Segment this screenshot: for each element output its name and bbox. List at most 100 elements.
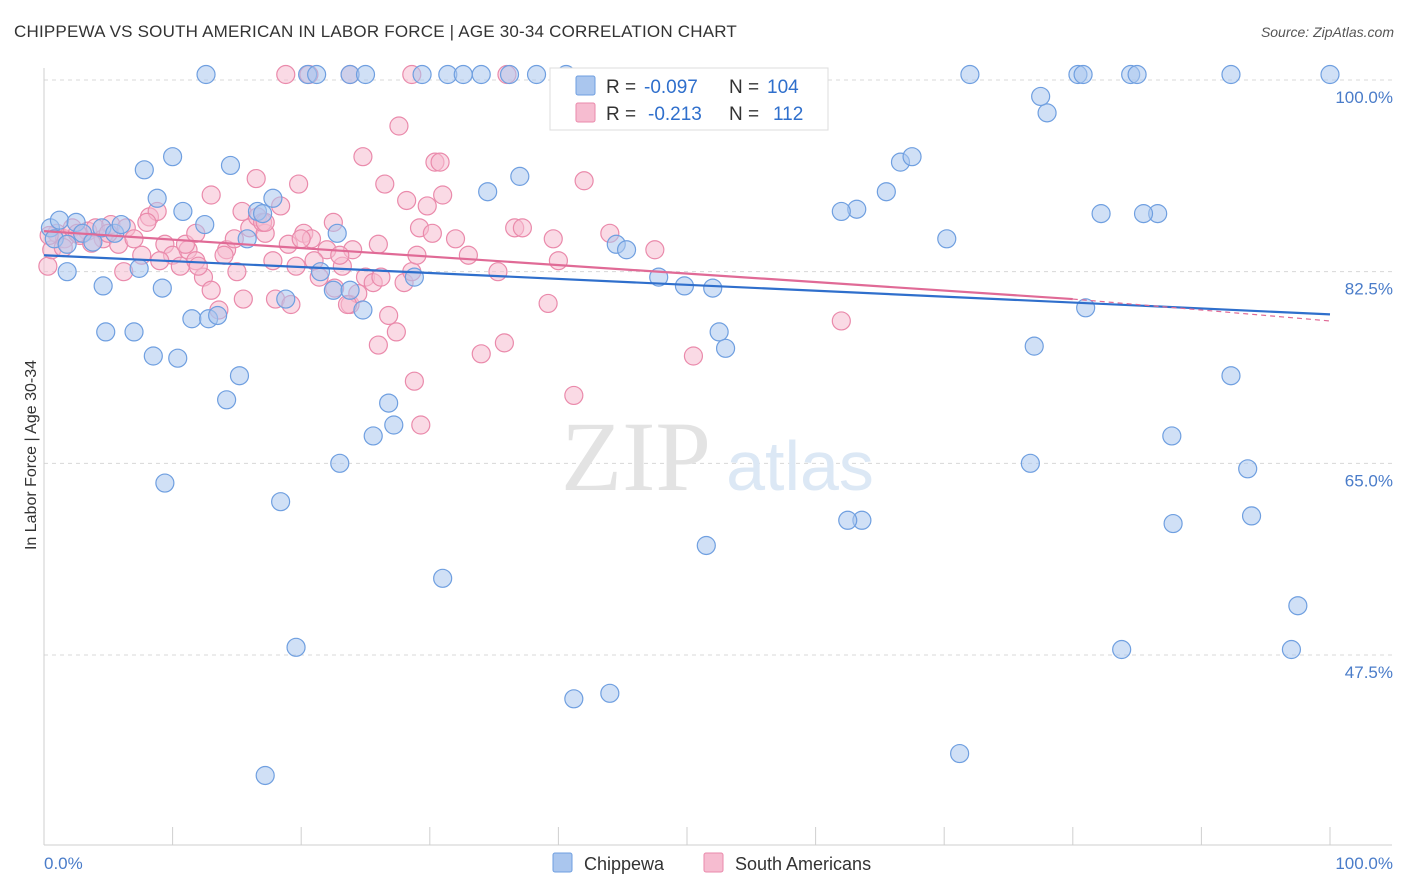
- chippewa-point-82: [1281, 639, 1302, 660]
- chippewa-point-68: [1031, 86, 1051, 107]
- chippewa-point-58: [715, 338, 736, 358]
- chippewa-point-79: [1238, 459, 1258, 479]
- chippewa-point-35: [323, 280, 343, 300]
- chippewa-point-14: [96, 322, 116, 342]
- south-americans-point-106: [512, 218, 532, 238]
- south-americans-point-83: [543, 229, 563, 249]
- chippewa-point-15: [124, 322, 144, 342]
- chippewa-point-38: [353, 300, 373, 320]
- top-legend-box: [549, 67, 829, 131]
- south-americans-point-81: [494, 333, 514, 353]
- south-americans-point-87: [574, 171, 594, 191]
- south-americans-point-56: [227, 262, 247, 282]
- chippewa-point-101: [1221, 64, 1241, 85]
- legend-r-label-1: R =: [606, 77, 636, 98]
- chippewa-point-76: [1162, 426, 1182, 446]
- chippewa-point-24: [147, 188, 167, 208]
- south-americans-point-78: [430, 152, 450, 172]
- chippewa-point-49: [564, 689, 584, 709]
- south-americans-point-89: [683, 346, 704, 366]
- south-americans-point-88: [645, 240, 665, 260]
- south-americans-point-50: [417, 196, 437, 216]
- south-americans-point-46: [386, 322, 406, 342]
- chippewa-point-6: [83, 232, 103, 252]
- chippewa-point-67: [1037, 103, 1057, 123]
- chippewa-point-65: [902, 147, 922, 167]
- chippewa-point-39: [330, 453, 350, 473]
- south-americans-point-55: [188, 256, 208, 276]
- chippewa-point-37: [327, 223, 347, 243]
- chippewa-point-1: [49, 210, 70, 230]
- chippewa-point-95: [499, 64, 520, 85]
- chippewa-point-88: [307, 64, 327, 85]
- chippewa-point-17: [168, 348, 188, 368]
- chippewa-point-20: [208, 305, 228, 326]
- chippewa-point-73: [1112, 639, 1132, 660]
- x-tick-labels: 0.0% 100.0%: [44, 854, 1393, 873]
- chippewa-point-9: [111, 214, 131, 235]
- watermark-atlas: atlas: [726, 427, 874, 505]
- chippewa-point-53: [616, 240, 637, 260]
- chippewa-point-42: [384, 415, 404, 435]
- south-americans-point-82: [471, 344, 491, 364]
- y-tick-label-1: 65.0%: [1345, 471, 1393, 490]
- south-americans-trend-line: [43, 230, 1073, 301]
- y-axis-label: In Labor Force | Age 30-34: [23, 360, 40, 550]
- chart-title: CHIPPEWA VS SOUTH AMERICAN IN LABOR FORC…: [14, 22, 738, 41]
- chippewa-point-22: [229, 366, 250, 386]
- chippewa-point-23: [134, 160, 154, 180]
- chippewa-point-78: [1221, 366, 1241, 386]
- south-americans-point-65: [291, 229, 311, 249]
- y-tick-label-0: 47.5%: [1345, 663, 1393, 682]
- legend-n-label-2: N =: [729, 104, 759, 125]
- chippewa-point-44: [433, 568, 453, 588]
- legend-swatch-chippewa: [575, 75, 596, 96]
- south-americans-point-22: [201, 280, 221, 300]
- south-americans-trend-extension: [1072, 298, 1331, 322]
- chippewa-point-59: [696, 535, 716, 556]
- chippewa-point-28: [220, 155, 241, 176]
- chippewa-point-102: [1320, 64, 1340, 85]
- x-tick-label-0: 0.0%: [44, 854, 83, 873]
- chippewa-point-11: [93, 276, 113, 296]
- axes: [43, 68, 1392, 846]
- bottom-legend-swatch-chippewa: [552, 852, 573, 873]
- south-americans-point-98: [233, 289, 253, 309]
- legend-r-value-1: -0.097: [644, 77, 698, 98]
- chippewa-point-27: [195, 214, 215, 235]
- chippewa-point-85: [950, 743, 970, 764]
- chippewa-point-84: [838, 510, 858, 530]
- chippewa-point-25: [163, 147, 183, 167]
- chippewa-point-100: [1127, 64, 1147, 85]
- chippewa-point-75: [1133, 204, 1154, 224]
- y-tick-label-3: 100.0%: [1335, 88, 1393, 107]
- legend-r-label-2: R =: [606, 104, 636, 125]
- bottom-legend-south-americans: South Americans: [735, 854, 871, 874]
- south-americans-point-72: [289, 174, 309, 194]
- south-americans-point-67: [368, 234, 388, 254]
- chippewa-trend-line: [43, 254, 1331, 316]
- south-americans-point-12: [124, 229, 144, 249]
- trend-lines: [43, 230, 1331, 322]
- chippewa-point-40: [363, 426, 383, 446]
- chippewa-point-32: [263, 188, 283, 208]
- south-americans-point-100: [276, 64, 296, 85]
- south-americans-point-79: [458, 245, 478, 265]
- legend-n-value-1: 104: [767, 77, 799, 98]
- south-americans-point-69: [445, 229, 466, 249]
- chippewa-point-94: [471, 64, 491, 85]
- south-americans-point-71: [246, 168, 266, 189]
- south-americans-point-77: [389, 116, 409, 136]
- chippewa-point-36: [340, 280, 360, 300]
- chippewa-point-33: [276, 289, 296, 309]
- chippewa-point-63: [876, 182, 896, 202]
- south-americans-point-96: [404, 371, 424, 391]
- south-americans-point-95: [411, 415, 431, 435]
- legend-n-label-1: N =: [729, 77, 759, 98]
- south-americans-point-104: [538, 293, 558, 314]
- chippewa-point-30: [253, 204, 273, 224]
- south-americans-point-84: [548, 251, 569, 271]
- legend-swatch-south-americans: [575, 102, 596, 123]
- chippewa-point-12: [129, 258, 149, 278]
- chippewa-point-60: [600, 683, 620, 703]
